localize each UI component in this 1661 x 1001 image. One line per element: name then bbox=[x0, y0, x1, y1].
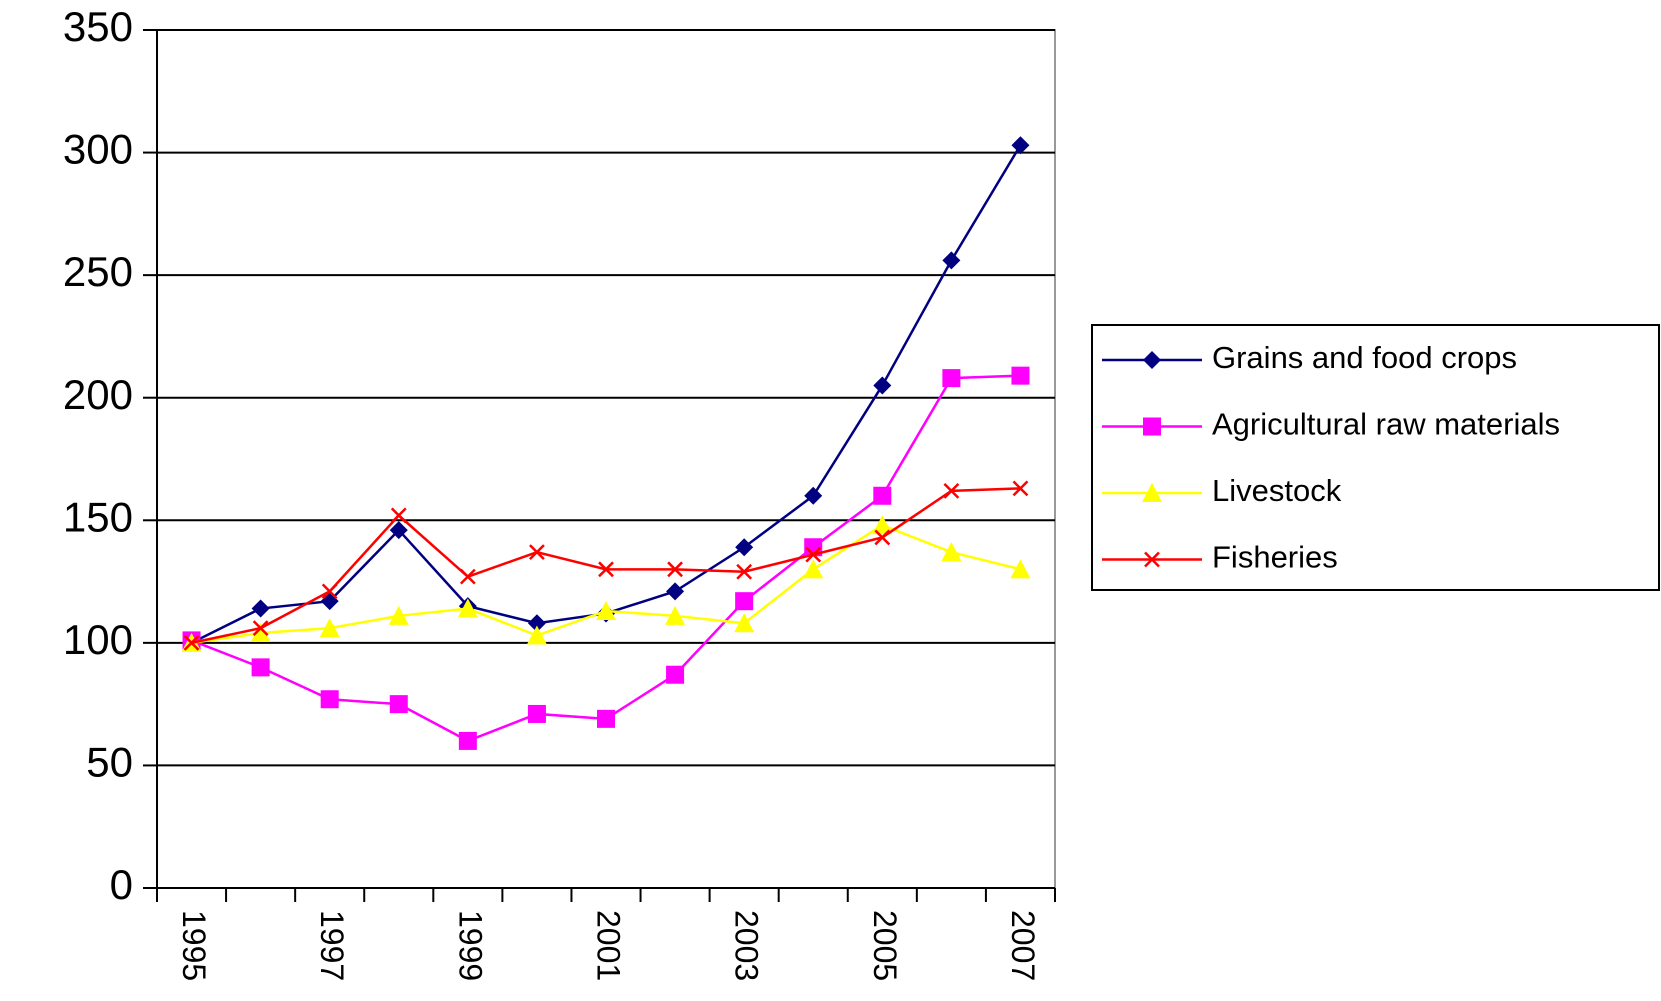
marker bbox=[457, 598, 478, 618]
marker bbox=[667, 561, 683, 578]
series-line bbox=[191, 523, 1021, 645]
legend-entry: Fisheries bbox=[1102, 540, 1338, 575]
legend-entry: Livestock bbox=[1102, 473, 1342, 508]
marker bbox=[1011, 136, 1030, 155]
marker bbox=[389, 695, 408, 714]
marker bbox=[942, 251, 961, 270]
marker bbox=[251, 599, 270, 618]
marker bbox=[943, 482, 960, 499]
marker bbox=[736, 563, 753, 580]
marker bbox=[665, 605, 686, 625]
marker bbox=[321, 583, 338, 600]
marker bbox=[596, 600, 616, 620]
x-tick-label: 2003 bbox=[729, 910, 765, 981]
marker bbox=[388, 605, 409, 625]
marker bbox=[666, 582, 685, 601]
y-tick-label: 300 bbox=[63, 126, 133, 173]
marker bbox=[1143, 351, 1161, 369]
marker bbox=[872, 515, 893, 535]
x-tick-label: 2007 bbox=[1005, 910, 1041, 981]
legend-label: Livestock bbox=[1212, 473, 1342, 508]
marker bbox=[250, 623, 271, 643]
marker bbox=[390, 507, 407, 524]
x-tick-label: 2001 bbox=[591, 910, 627, 981]
marker bbox=[183, 634, 200, 651]
marker bbox=[459, 568, 476, 585]
marker bbox=[527, 614, 546, 633]
x-tick-label: 1999 bbox=[452, 910, 488, 981]
marker bbox=[873, 376, 892, 395]
marker bbox=[735, 592, 754, 611]
marker bbox=[251, 658, 270, 677]
marker bbox=[389, 521, 408, 540]
marker bbox=[666, 665, 685, 684]
y-tick-label: 150 bbox=[63, 493, 133, 540]
marker bbox=[804, 486, 823, 505]
legend-label: Grains and food crops bbox=[1212, 340, 1517, 375]
marker bbox=[1011, 366, 1030, 385]
legend-box bbox=[1091, 324, 1660, 591]
marker bbox=[735, 538, 754, 557]
marker bbox=[874, 529, 891, 546]
legend-label: Fisheries bbox=[1212, 540, 1338, 575]
marker bbox=[597, 709, 615, 728]
marker bbox=[527, 704, 546, 723]
marker bbox=[942, 369, 961, 388]
marker bbox=[252, 620, 269, 637]
y-tick-label: 250 bbox=[63, 248, 133, 295]
y-tick-label: 100 bbox=[63, 616, 133, 663]
marker bbox=[803, 559, 824, 579]
marker bbox=[1012, 480, 1029, 497]
plot-frame bbox=[157, 29, 1056, 888]
x-tick-label: 1995 bbox=[176, 910, 212, 981]
marker bbox=[320, 690, 339, 709]
legend-entry: Grains and food crops bbox=[1102, 340, 1517, 375]
marker bbox=[319, 618, 340, 638]
marker bbox=[1142, 483, 1162, 502]
x-tick-label: 2005 bbox=[867, 910, 903, 981]
y-tick-label: 350 bbox=[63, 3, 133, 50]
series-line bbox=[191, 374, 1021, 743]
marker bbox=[1143, 417, 1161, 436]
marker bbox=[526, 625, 547, 645]
y-tick-label: 0 bbox=[110, 861, 133, 908]
y-tick-label: 200 bbox=[63, 371, 133, 418]
marker bbox=[873, 486, 892, 505]
marker bbox=[941, 542, 962, 562]
marker bbox=[458, 731, 477, 750]
x-tick-label: 1997 bbox=[314, 910, 350, 981]
marker bbox=[734, 613, 755, 633]
marker bbox=[805, 546, 822, 563]
marker bbox=[1144, 551, 1160, 568]
legend-label: Agricultural raw materials bbox=[1212, 407, 1560, 442]
legend-entry: Agricultural raw materials bbox=[1102, 407, 1560, 442]
marker bbox=[529, 544, 545, 561]
marker bbox=[1010, 559, 1031, 579]
marker bbox=[598, 561, 614, 578]
y-tick-label: 50 bbox=[86, 739, 133, 786]
